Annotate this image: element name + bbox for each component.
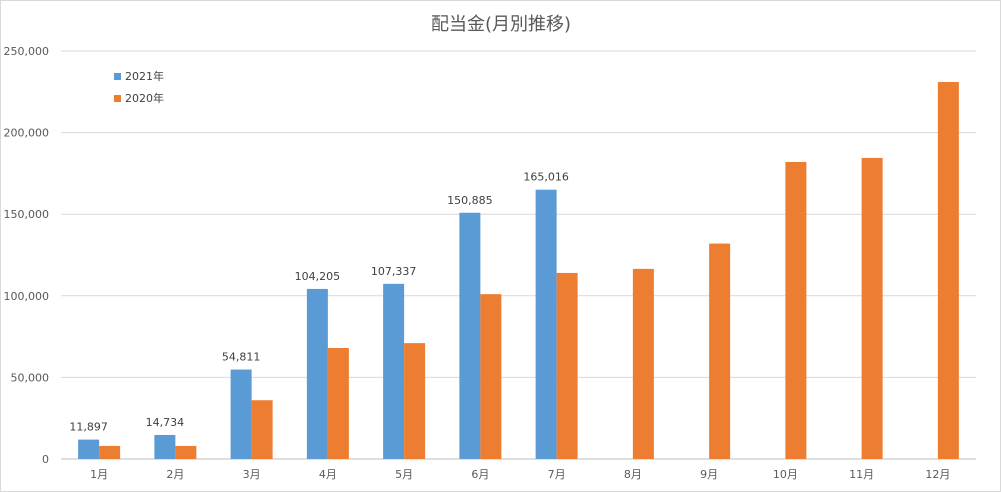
bars bbox=[78, 82, 959, 460]
bar bbox=[861, 157, 883, 459]
bar bbox=[327, 348, 349, 459]
bar bbox=[78, 439, 100, 459]
data-labels: 11,897 14,734 54,811 104,205 107,337 150,885 1… bbox=[69, 171, 569, 434]
y-tick-label: 250,000 bbox=[4, 45, 50, 58]
x-axis-ticks: 1月 2月 3月 4月 5月 6月 7月 8月 9月 10月 11月 12月 bbox=[90, 468, 950, 481]
bar bbox=[251, 400, 273, 459]
y-tick-label: 0 bbox=[42, 453, 49, 466]
y-axis-ticks: 0 50,000 100,000 150,000 200,000 250,000 bbox=[4, 45, 50, 466]
bar bbox=[556, 272, 578, 459]
bar bbox=[404, 343, 426, 459]
x-tick-label: 11月 bbox=[849, 468, 874, 481]
data-label: 14,734 bbox=[146, 416, 185, 429]
legend-swatch bbox=[114, 73, 121, 80]
data-label: 107,337 bbox=[371, 265, 417, 278]
x-tick-label: 8月 bbox=[624, 468, 642, 481]
bar bbox=[175, 445, 197, 459]
x-tick-label: 6月 bbox=[471, 468, 489, 481]
bar bbox=[480, 294, 502, 459]
bar bbox=[306, 288, 328, 459]
data-label: 104,205 bbox=[295, 270, 341, 283]
x-tick-label: 12月 bbox=[925, 468, 950, 481]
bar bbox=[709, 243, 731, 459]
x-tick-label: 7月 bbox=[548, 468, 566, 481]
bar bbox=[383, 283, 405, 459]
x-tick-label: 4月 bbox=[319, 468, 337, 481]
y-tick-label: 50,000 bbox=[11, 371, 50, 384]
y-tick-label: 200,000 bbox=[4, 127, 50, 140]
data-label: 150,885 bbox=[447, 194, 493, 207]
x-tick-label: 9月 bbox=[700, 468, 718, 481]
bar bbox=[535, 189, 557, 459]
bar bbox=[230, 369, 252, 459]
data-label: 54,811 bbox=[222, 351, 261, 364]
bar bbox=[459, 212, 481, 459]
legend: 2021年 2020年 bbox=[114, 69, 164, 105]
bar bbox=[632, 268, 654, 459]
legend-swatch bbox=[114, 95, 121, 102]
x-tick-label: 3月 bbox=[243, 468, 261, 481]
x-tick-label: 2月 bbox=[166, 468, 184, 481]
y-tick-label: 150,000 bbox=[4, 208, 50, 221]
legend-label: 2021年 bbox=[125, 69, 164, 83]
gridlines bbox=[61, 50, 976, 460]
bar bbox=[785, 161, 807, 459]
x-tick-label: 10月 bbox=[773, 468, 798, 481]
chart-title: 配当金(月別推移) bbox=[431, 14, 571, 35]
legend-label: 2020年 bbox=[125, 91, 164, 105]
y-tick-label: 100,000 bbox=[4, 290, 50, 303]
bar bbox=[99, 445, 121, 459]
bar bbox=[937, 82, 959, 460]
x-tick-label: 1月 bbox=[90, 468, 108, 481]
data-label: 165,016 bbox=[523, 171, 569, 184]
data-label: 11,897 bbox=[69, 421, 108, 434]
x-tick-label: 5月 bbox=[395, 468, 413, 481]
bar bbox=[154, 434, 176, 459]
